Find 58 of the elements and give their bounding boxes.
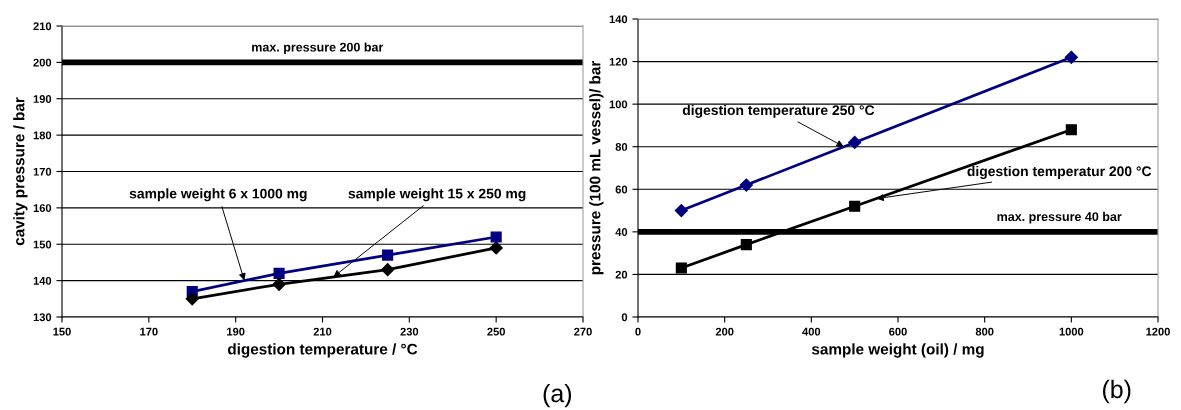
point bbox=[490, 231, 502, 243]
y-tick-label: 170 bbox=[33, 167, 52, 176]
y-tick-label: 160 bbox=[33, 204, 52, 213]
y-tick-label: 150 bbox=[33, 240, 52, 249]
ref-line-label: max. pressure 40 bar bbox=[997, 211, 1122, 224]
y-tick-label: 210 bbox=[33, 22, 52, 31]
x-tick-label: 250 bbox=[487, 327, 505, 336]
point bbox=[849, 200, 861, 212]
x-tick-label: 400 bbox=[802, 327, 821, 336]
y-tick-label: 200 bbox=[33, 58, 52, 67]
x-tick-label: 800 bbox=[975, 327, 994, 336]
y-tick-label: 0 bbox=[621, 313, 628, 322]
y-axis-title: pressure (100 mL vessel)/ bar bbox=[589, 60, 604, 275]
point bbox=[382, 249, 394, 261]
y-tick-label: 80 bbox=[615, 142, 628, 151]
point bbox=[1064, 50, 1078, 64]
point bbox=[1065, 124, 1077, 136]
point bbox=[848, 135, 862, 150]
point bbox=[381, 263, 395, 277]
point bbox=[489, 241, 503, 255]
point bbox=[185, 292, 199, 306]
y-tick-label: 130 bbox=[33, 313, 52, 322]
x-tick-label: 600 bbox=[889, 327, 907, 336]
x-axis-title: sample weight (oil) / mg bbox=[811, 343, 984, 358]
y-tick-label: 40 bbox=[615, 228, 628, 236]
y-tick-label: 20 bbox=[615, 270, 628, 279]
y-tick-label: 140 bbox=[33, 276, 52, 285]
x-tick-label: 0 bbox=[635, 327, 641, 336]
y-tick-label: 100 bbox=[609, 100, 628, 109]
text: (a) bbox=[543, 383, 572, 408]
point bbox=[272, 277, 286, 291]
y-tick-label: 140 bbox=[609, 15, 628, 24]
y-tick-label: 190 bbox=[33, 95, 52, 103]
text: (b) bbox=[1103, 379, 1131, 404]
ref-line-label: max. pressure 200 bar bbox=[252, 42, 384, 55]
x-tick-label: 170 bbox=[140, 327, 158, 336]
series-label: digestion temperature 250 °C bbox=[682, 104, 875, 118]
text: sample weight 15 x 250 mg bbox=[348, 188, 526, 202]
point bbox=[675, 262, 687, 274]
series-label: digestion temperatur 200 °C bbox=[967, 165, 1152, 179]
point bbox=[740, 239, 752, 251]
y-axis-title: cavity pressure / bar bbox=[13, 97, 28, 246]
point bbox=[674, 203, 688, 218]
x-tick-label: 1000 bbox=[1059, 327, 1084, 336]
x-tick-label: 270 bbox=[574, 327, 592, 336]
x-tick-label: 150 bbox=[53, 327, 71, 336]
x-axis-title: digestion temperature / °C bbox=[227, 343, 418, 358]
x-tick-label: 200 bbox=[715, 327, 734, 336]
x-tick-label: 1200 bbox=[1146, 327, 1170, 336]
y-tick-label: 120 bbox=[609, 57, 628, 66]
x-tick-label: 190 bbox=[227, 327, 245, 336]
y-tick-label: 180 bbox=[33, 131, 52, 140]
text: sample weight 6 x 1000 mg bbox=[129, 188, 307, 202]
x-tick-label: 210 bbox=[313, 327, 332, 336]
point bbox=[739, 178, 753, 192]
x-tick-label: 230 bbox=[400, 327, 419, 336]
y-tick-label: 60 bbox=[615, 185, 628, 194]
point bbox=[273, 267, 285, 279]
